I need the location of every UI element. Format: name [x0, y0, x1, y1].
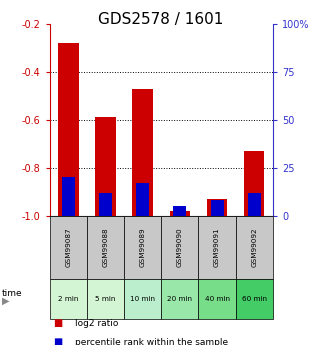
Bar: [62, 177, 75, 216]
Text: GSM99090: GSM99090: [177, 228, 183, 267]
Bar: [95, 118, 116, 216]
Text: GDS2578 / 1601: GDS2578 / 1601: [98, 12, 223, 27]
Bar: [248, 193, 261, 216]
Bar: [136, 183, 149, 216]
Text: GSM99087: GSM99087: [65, 228, 71, 267]
Bar: [170, 211, 190, 216]
Bar: [133, 89, 153, 216]
Text: time: time: [2, 288, 22, 298]
Text: GSM99092: GSM99092: [251, 228, 257, 267]
Text: 60 min: 60 min: [242, 296, 267, 302]
Text: GSM99091: GSM99091: [214, 228, 220, 267]
Text: GSM99089: GSM99089: [140, 228, 146, 267]
Text: log2 ratio: log2 ratio: [75, 319, 119, 328]
Bar: [99, 193, 112, 216]
Text: 40 min: 40 min: [204, 296, 230, 302]
Bar: [58, 43, 79, 216]
Text: 5 min: 5 min: [95, 296, 116, 302]
Text: GSM99088: GSM99088: [102, 228, 108, 267]
Text: 20 min: 20 min: [167, 296, 192, 302]
Text: ■: ■: [53, 318, 62, 328]
Bar: [207, 199, 227, 216]
Bar: [244, 151, 265, 216]
Bar: [173, 206, 187, 216]
Text: ▶: ▶: [2, 296, 9, 306]
Text: 10 min: 10 min: [130, 296, 155, 302]
Text: percentile rank within the sample: percentile rank within the sample: [75, 338, 229, 345]
Text: 2 min: 2 min: [58, 296, 79, 302]
Bar: [211, 200, 224, 216]
Text: ■: ■: [53, 337, 62, 345]
